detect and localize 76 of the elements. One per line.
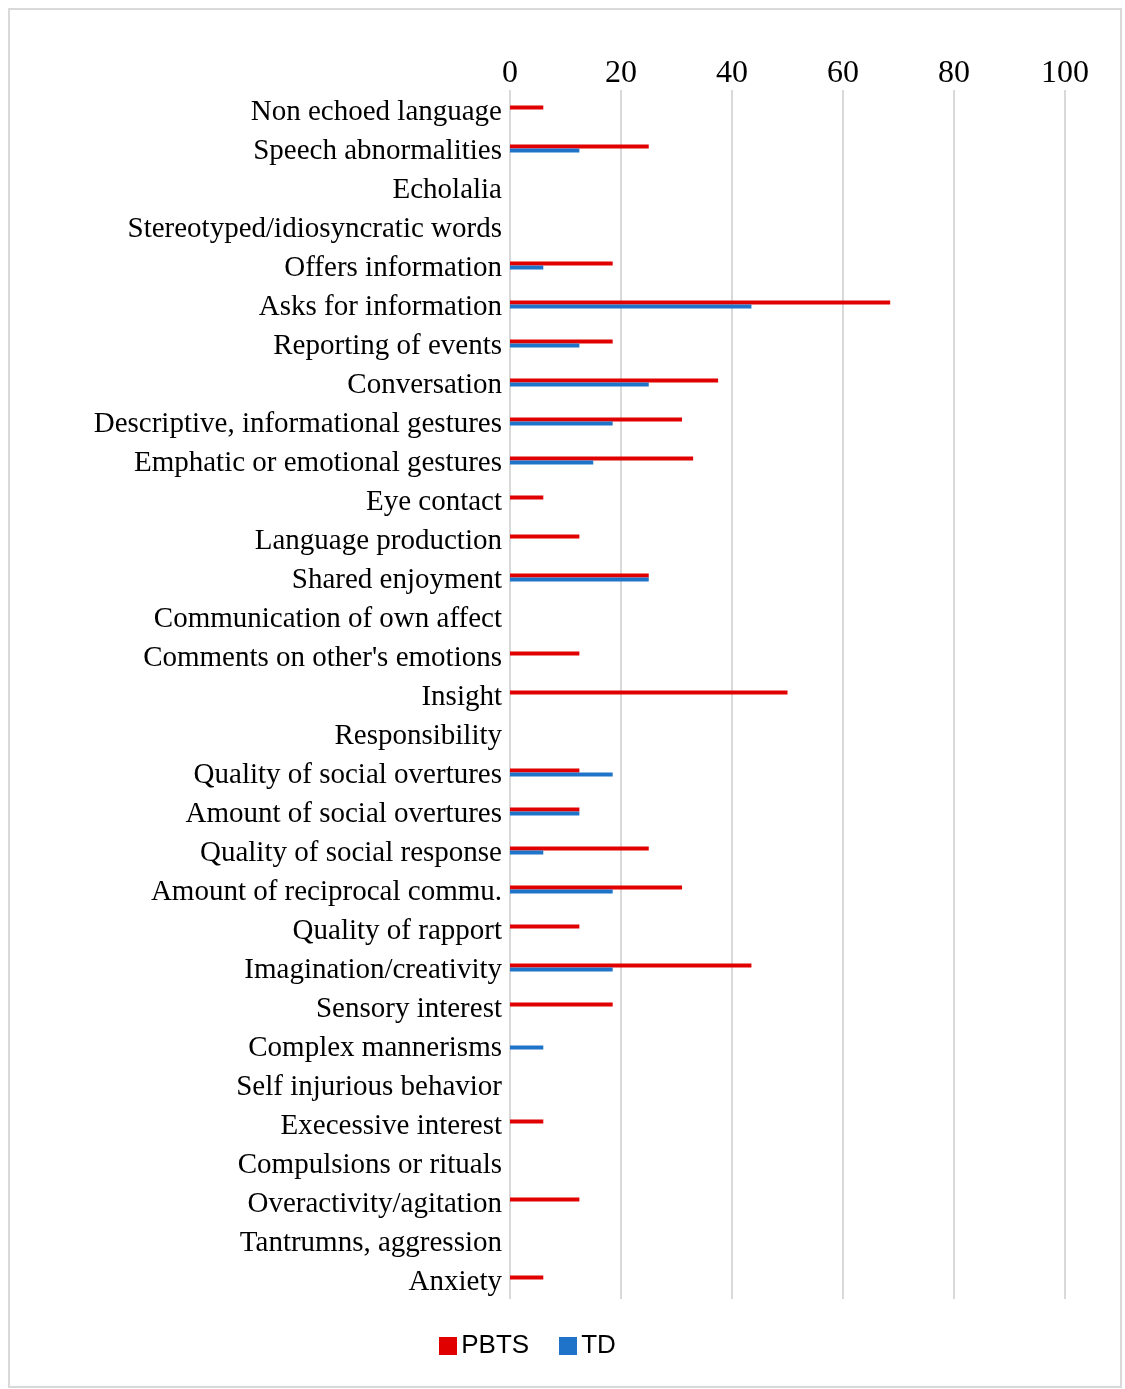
y-tick-label: Stereotyped/idiosyncratic words	[127, 210, 502, 243]
y-tick-label: Communication of own affect	[153, 600, 502, 633]
bar	[510, 105, 544, 110]
bar	[510, 811, 580, 816]
bar	[510, 1045, 544, 1050]
bar	[510, 343, 580, 348]
y-tick-label: Responsibility	[334, 717, 503, 750]
y-tick-label: Execessive interest	[280, 1107, 502, 1140]
bar	[510, 889, 613, 894]
bar	[510, 144, 649, 149]
bar	[510, 577, 649, 582]
bar	[510, 850, 544, 855]
bar	[510, 690, 788, 695]
bar	[510, 768, 580, 773]
bar	[510, 339, 613, 344]
y-tick-label: Self injurious behavior	[236, 1068, 503, 1101]
bar	[510, 963, 752, 968]
bar	[510, 573, 649, 578]
y-tick-label: Tantrumns, aggression	[239, 1224, 503, 1257]
x-tick-label: 80	[938, 53, 970, 89]
bar	[510, 924, 580, 929]
bar	[510, 261, 613, 266]
y-tick-label: Imagination/creativity	[244, 951, 503, 984]
y-tick-label: Sensory interest	[315, 990, 502, 1023]
bar	[510, 378, 719, 383]
y-tick-label: Non echoed language	[250, 93, 502, 126]
y-tick-label: Overactivity/agitation	[247, 1185, 503, 1218]
y-tick-label: Shared enjoyment	[291, 561, 502, 594]
bar	[510, 460, 594, 465]
y-tick-label: Asks for information	[258, 288, 503, 321]
y-tick-label: Comments on other's emotions	[143, 639, 502, 672]
y-tick-label: Emphatic or emotional gestures	[133, 444, 502, 477]
y-tick-label: Amount of reciprocal commu.	[150, 873, 502, 906]
bar	[510, 265, 544, 270]
bar	[510, 651, 580, 656]
y-tick-label: Complex mannerisms	[248, 1029, 502, 1062]
x-tick-label: 0	[502, 53, 518, 89]
y-tick-label: Conversation	[347, 366, 503, 399]
y-tick-label: Quality of rapport	[292, 912, 502, 945]
y-tick-label: Anxiety	[408, 1263, 503, 1296]
bar	[510, 1197, 580, 1202]
y-tick-label: Compulsions or rituals	[237, 1146, 502, 1179]
x-tick-label: 40	[716, 53, 748, 89]
bar	[510, 807, 580, 812]
y-tick-label: Language production	[254, 522, 503, 555]
y-tick-label: Eye contact	[365, 483, 502, 516]
bar	[510, 1275, 544, 1280]
y-tick-label: Quality of social response	[199, 834, 502, 867]
bar	[510, 300, 891, 305]
bar	[510, 382, 649, 387]
bar	[510, 1002, 613, 1007]
y-tick-label: Echolalia	[392, 171, 503, 204]
bar	[510, 1119, 544, 1124]
bar	[510, 456, 694, 461]
bar	[510, 846, 649, 851]
x-tick-label: 20	[605, 53, 637, 89]
y-tick-label: Descriptive, informational gestures	[93, 405, 502, 438]
bar	[510, 148, 580, 153]
y-tick-label: Speech abnormalities	[253, 132, 502, 165]
x-tick-label: 100	[1041, 53, 1089, 89]
y-tick-label: Quality of social overtures	[193, 756, 502, 789]
y-tick-label: Amount of social overtures	[185, 795, 502, 828]
legend-label: PBTS	[461, 1329, 530, 1359]
bar	[510, 772, 613, 777]
bar	[510, 885, 683, 890]
legend-label: TD	[581, 1329, 616, 1359]
bar	[510, 421, 613, 426]
bar	[510, 304, 752, 309]
bar	[510, 495, 544, 500]
bar	[510, 534, 580, 539]
x-tick-label: 60	[827, 53, 859, 89]
bar	[510, 967, 613, 972]
y-tick-label: Offers information	[284, 249, 503, 282]
y-tick-label: Insight	[421, 678, 502, 711]
y-tick-label: Reporting of events	[273, 327, 502, 360]
bar	[510, 417, 683, 422]
